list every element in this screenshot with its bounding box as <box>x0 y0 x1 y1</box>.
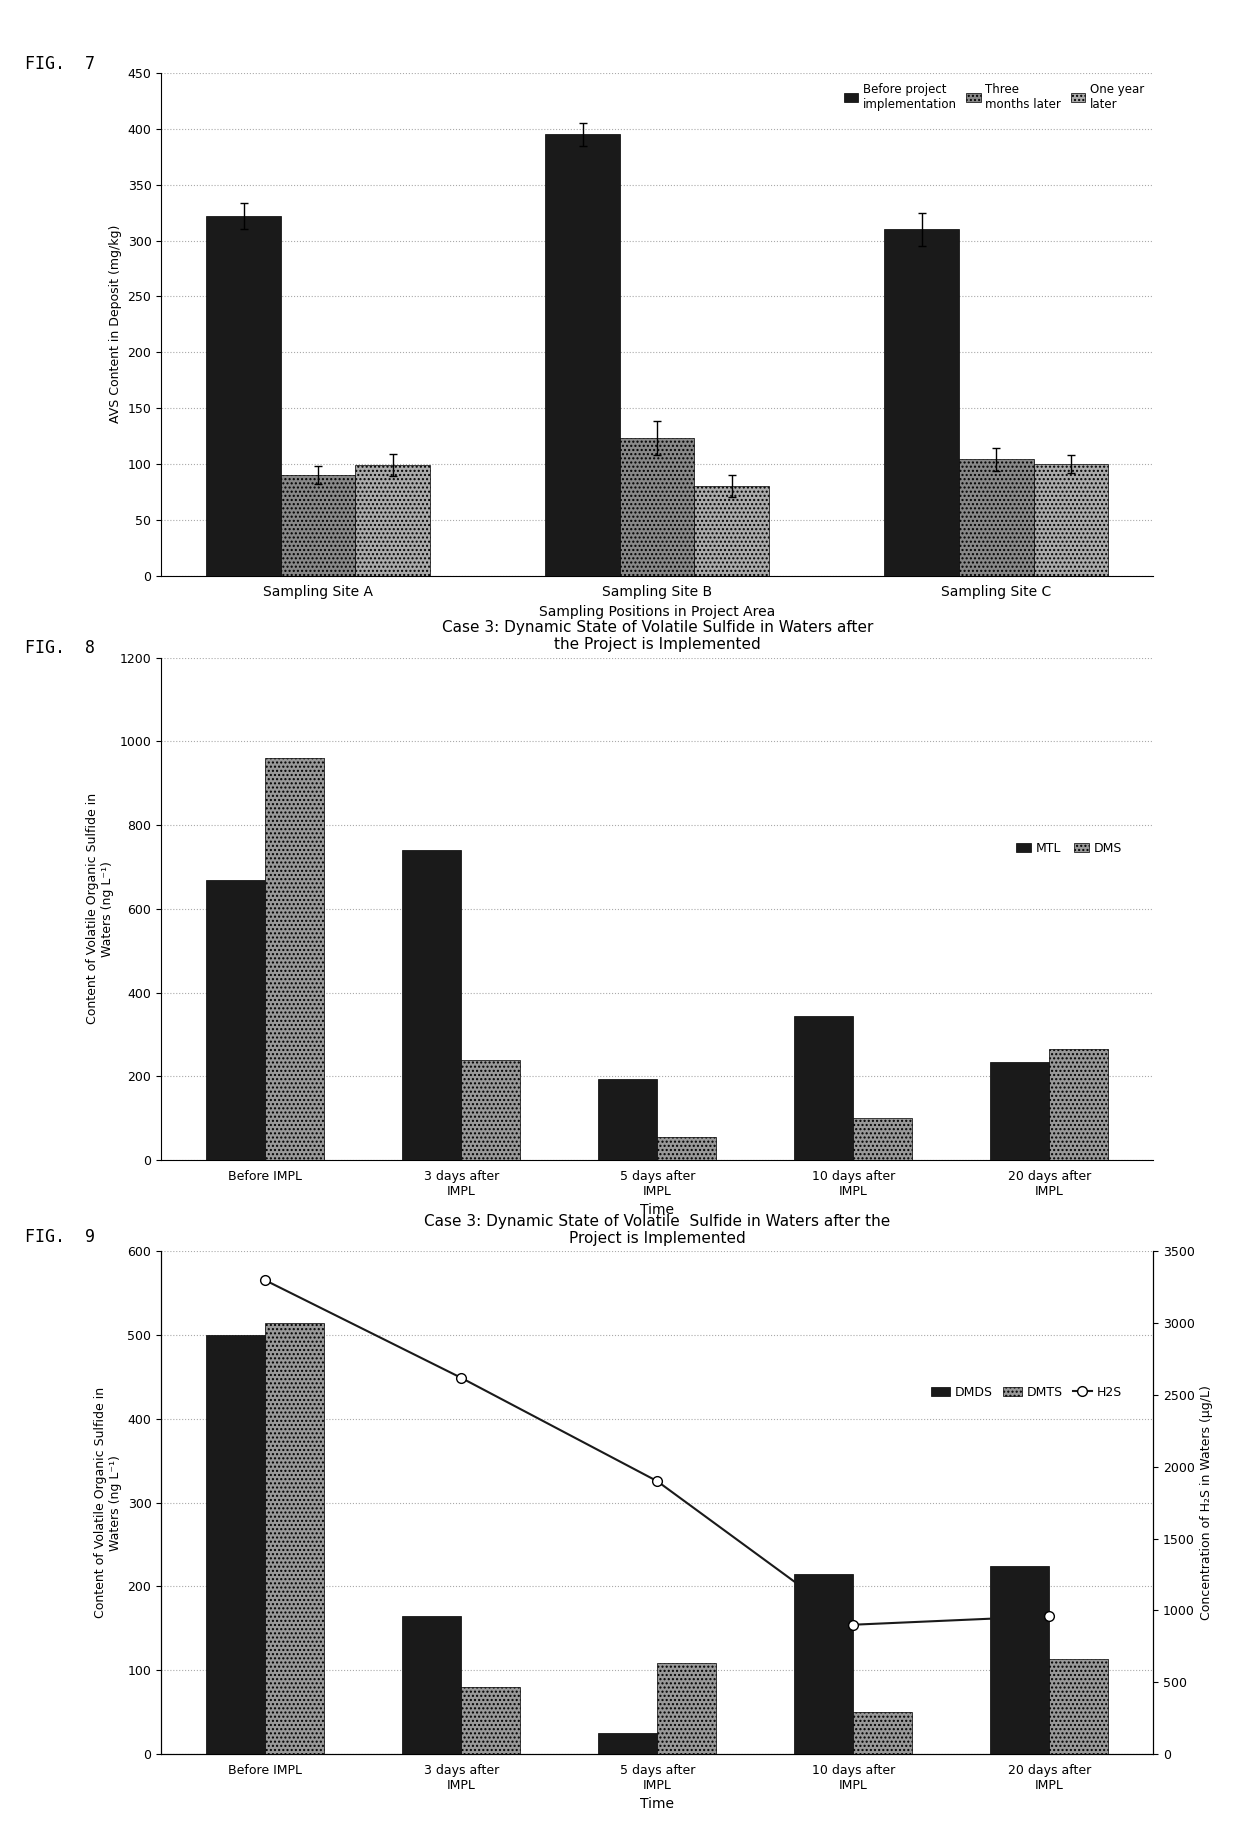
X-axis label: Time: Time <box>640 1798 675 1811</box>
Bar <box>795 1016 853 1160</box>
Bar <box>599 1078 657 1160</box>
Bar <box>265 1323 324 1754</box>
Legend: MTL, DMS: MTL, DMS <box>1011 837 1127 861</box>
Legend: Before project
implementation, Three
months later, One year
later: Before project implementation, Three mon… <box>841 79 1147 113</box>
Bar <box>546 135 620 576</box>
Bar <box>461 1686 520 1754</box>
Text: FIG.  9: FIG. 9 <box>25 1228 94 1246</box>
Bar <box>599 1734 657 1754</box>
Bar <box>959 459 1033 576</box>
Bar <box>206 879 265 1160</box>
Bar <box>991 1566 1049 1754</box>
H2S <box>650 1471 665 1493</box>
Text: FIG.  7: FIG. 7 <box>25 55 94 73</box>
Bar <box>356 464 430 576</box>
Legend: DMDS, DMTS, H2S: DMDS, DMTS, H2S <box>926 1381 1127 1403</box>
Title: Case 3: Dynamic State of Volatile Sulfide in Waters after
the Project is Impleme: Case 3: Dynamic State of Volatile Sulfid… <box>441 619 873 652</box>
H2S <box>454 1367 469 1389</box>
Title: Case 3: Dynamic State of Volatile  Sulfide in Waters after the
Project is Implem: Case 3: Dynamic State of Volatile Sulfid… <box>424 1213 890 1246</box>
Bar <box>1049 1049 1109 1160</box>
Bar <box>795 1573 853 1754</box>
Bar <box>853 1118 913 1160</box>
Text: FIG.  8: FIG. 8 <box>25 639 94 658</box>
Bar <box>206 216 281 576</box>
Bar <box>657 1663 715 1754</box>
Bar <box>694 486 769 576</box>
H2S <box>258 1270 273 1292</box>
Y-axis label: Content of Volatile Organic Sulfide in
Waters (ng L⁻¹): Content of Volatile Organic Sulfide in W… <box>94 1387 122 1619</box>
Y-axis label: Concentration of H₂S in Waters (μg/L): Concentration of H₂S in Waters (μg/L) <box>1200 1385 1214 1621</box>
Bar <box>206 1336 265 1754</box>
Bar <box>884 230 959 576</box>
Bar <box>620 438 694 576</box>
Bar <box>281 475 356 576</box>
Bar <box>991 1061 1049 1160</box>
Bar <box>402 850 461 1160</box>
Bar <box>461 1060 520 1160</box>
X-axis label: Time: Time <box>640 1204 675 1217</box>
Bar <box>402 1615 461 1754</box>
Y-axis label: AVS Content in Deposit (mg/kg): AVS Content in Deposit (mg/kg) <box>109 225 122 424</box>
Bar <box>853 1712 913 1754</box>
Line: H2S: H2S <box>260 1275 1054 1630</box>
Bar <box>1033 464 1109 576</box>
Y-axis label: Content of Volatile Organic Sulfide in
Waters (ng L⁻¹): Content of Volatile Organic Sulfide in W… <box>86 793 114 1025</box>
Bar <box>265 758 324 1160</box>
H2S <box>1042 1606 1056 1628</box>
Bar <box>657 1136 715 1160</box>
H2S <box>846 1613 861 1635</box>
X-axis label: Sampling Positions in Project Area: Sampling Positions in Project Area <box>539 605 775 619</box>
Bar <box>1049 1659 1109 1754</box>
